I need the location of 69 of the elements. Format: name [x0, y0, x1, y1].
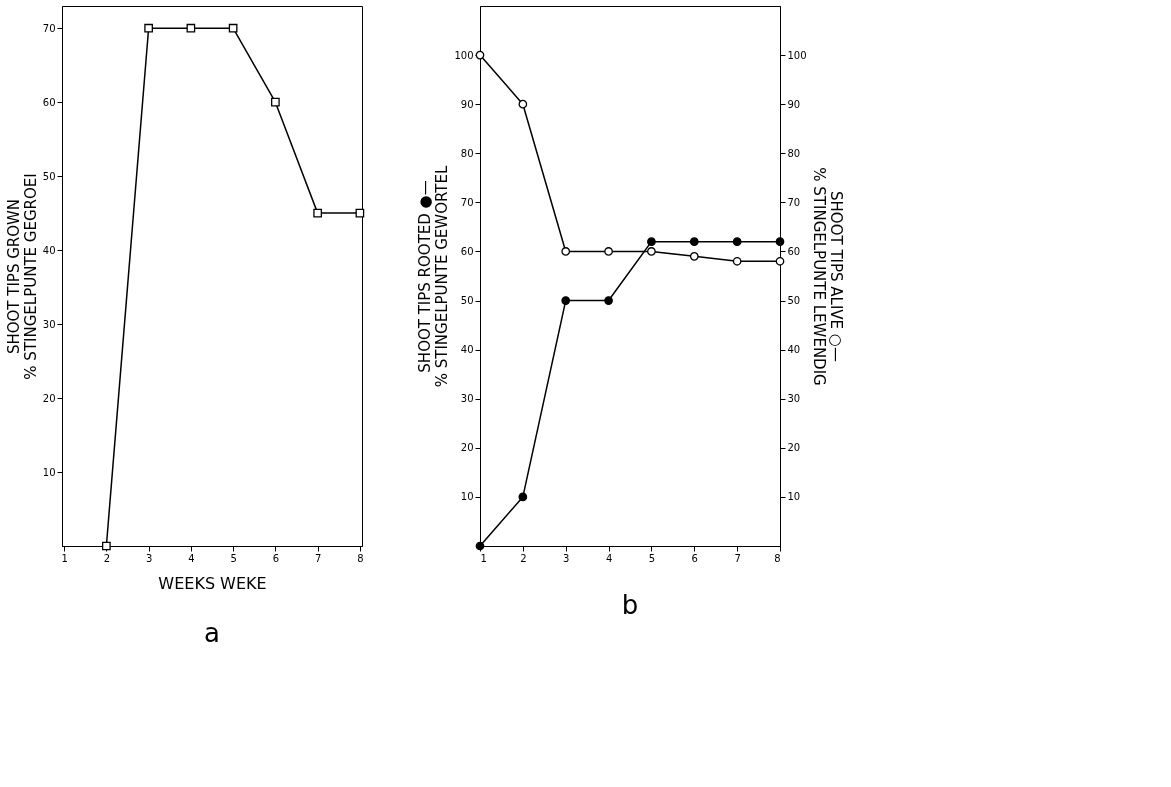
y-tick-label: 100 [454, 49, 474, 61]
point [271, 97, 280, 107]
y2-tick-label: 40 [787, 344, 801, 356]
point [732, 237, 742, 246]
y2-tick-label: 70 [787, 196, 801, 208]
y-axis-title: SHOOT TIPS GROWN % STINGELPUNTE GEGROEI [4, 173, 40, 380]
y2-tick-label: 60 [787, 245, 801, 257]
text: a [204, 618, 220, 648]
x-tick-label: 4 [605, 552, 613, 564]
x-tick-label: 8 [357, 552, 364, 564]
y-tick-label: 40 [42, 244, 56, 256]
point [561, 247, 571, 256]
point [518, 492, 528, 502]
x-tick-label: 2 [103, 552, 111, 564]
x-tick-label: 6 [691, 552, 698, 564]
x-tick-label: 4 [188, 552, 195, 564]
y2-tick-label: 20 [787, 442, 801, 454]
point [604, 247, 613, 256]
x-tick-label: 5 [230, 552, 237, 564]
y-tick-label: 10 [460, 491, 474, 503]
point [647, 237, 656, 246]
y-tick-label: 60 [42, 96, 56, 108]
x-tick-label: 7 [314, 552, 322, 564]
x-tick-label: 7 [734, 552, 741, 564]
point [604, 296, 613, 305]
point [732, 256, 742, 266]
point [518, 99, 528, 109]
y-tick-label: 70 [460, 196, 474, 208]
y2-axis-title: SHOOT TIPS ALIVE ○— % STINGELPUNTE LEWENDIG [809, 167, 845, 386]
y-tick-label: 10 [42, 466, 56, 478]
y2-tick-label: 80 [787, 147, 801, 159]
point [647, 247, 656, 256]
x-tick-label: 6 [272, 552, 280, 564]
point [775, 237, 785, 246]
y-tick-label: 30 [42, 318, 56, 330]
y2-tick-label: 10 [787, 491, 801, 503]
y-tick-label: 70 [42, 22, 56, 34]
point [144, 23, 153, 33]
y-tick-label: 90 [460, 98, 474, 110]
y2-tick-label: 30 [787, 393, 801, 405]
y-tick-label: 60 [460, 245, 474, 257]
point [313, 208, 322, 218]
y2-tick-label: 50 [787, 295, 801, 307]
y-tick-label: 40 [460, 344, 474, 356]
y2-tick-label: 90 [787, 98, 801, 110]
x-tick-label: 1 [61, 552, 68, 564]
x-tick-label: 2 [520, 552, 527, 564]
text: b [621, 590, 639, 620]
point [689, 252, 699, 261]
point [561, 296, 571, 305]
y2-tick-label: 100 [787, 49, 807, 61]
y-tick-label: 20 [42, 392, 56, 404]
y-tick-label: 30 [460, 393, 474, 405]
x-tick-label: 3 [145, 552, 153, 564]
x-tick-label: 3 [563, 552, 570, 564]
y-tick-label: 20 [460, 442, 474, 454]
point [775, 256, 785, 266]
x-tick-label: 8 [774, 552, 781, 564]
point [228, 23, 238, 33]
point [689, 237, 699, 246]
x-tick-label: 5 [648, 552, 656, 564]
x-tick-label: 1 [480, 552, 487, 564]
point [186, 23, 196, 33]
y-tick-label: 50 [42, 170, 56, 182]
y-tick-label: 80 [460, 147, 474, 159]
point [475, 50, 485, 60]
x-axis-title: WEEKS WEKE [158, 573, 267, 593]
y-axis-title: SHOOT TIPS ROOTED ●— % STINGELPUNTE GEWORTEL [416, 165, 452, 388]
y-tick-label: 50 [460, 295, 474, 307]
